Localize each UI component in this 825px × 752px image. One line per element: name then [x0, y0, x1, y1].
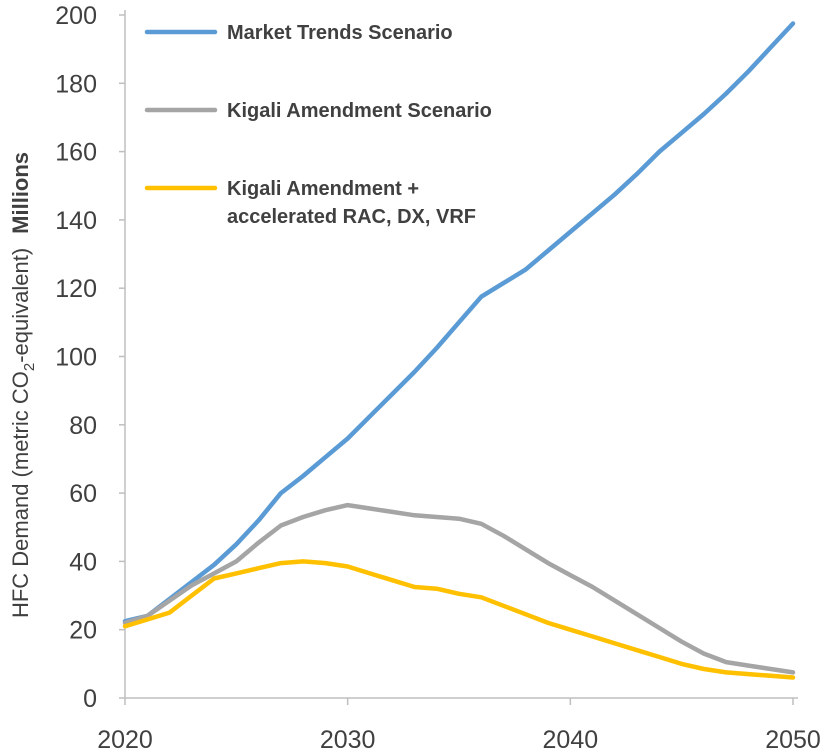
legend-label-line: Market Trends Scenario: [227, 22, 453, 44]
y-axis-label-subscript: 2: [21, 363, 38, 371]
x-tick-label: 2030: [320, 726, 376, 752]
series-line-2: [122, 502, 796, 675]
y-tick-label: 20: [69, 617, 97, 645]
y-axis-title-group: HFC Demand (metric CO2-equivalent) Millio…: [8, 152, 38, 618]
legend-label-2: Kigali Amendment Scenario: [227, 100, 492, 122]
y-tick-label: 140: [55, 207, 97, 235]
y-tick-label: 180: [55, 70, 97, 98]
y-tick-label: 200: [55, 2, 97, 30]
legend-label-line: accelerated RAC, DX, VRF: [227, 206, 476, 228]
y-tick-label: 40: [69, 548, 97, 576]
legend-label-line: Kigali Amendment +: [227, 178, 419, 200]
series-lines: [122, 21, 796, 680]
series-line-1: [122, 21, 796, 624]
y-tick-label: 120: [55, 275, 97, 303]
x-tick-label: 2050: [765, 726, 821, 752]
y-axis-label-tail: -equivalent): [8, 248, 33, 363]
legend-label-line: Kigali Amendment Scenario: [227, 100, 492, 122]
y-tick-label: 160: [55, 139, 97, 167]
y-tick-label: 0: [83, 685, 97, 713]
y-tick-label: 60: [69, 480, 97, 508]
x-tick-label: 2040: [543, 726, 599, 752]
legend-label-3: Kigali Amendment + accelerated RAC, DX, V…: [227, 178, 476, 228]
legend: Market Trends Scenario Kigali Amendment S…: [144, 22, 492, 228]
legend-label-1: Market Trends Scenario: [227, 22, 453, 44]
x-tick-label: 2020: [97, 726, 153, 752]
y-axis-title: HFC Demand (metric CO2-equivalent) Millio…: [8, 152, 38, 618]
y-tick-label: 100: [55, 344, 97, 372]
y-axis-label: HFC Demand (metric CO2-equivalent) Millio…: [8, 152, 38, 618]
y-tick-label: 80: [69, 412, 97, 440]
y-axis-units: Millions: [8, 152, 33, 234]
y-axis-label-main: HFC Demand (metric CO: [8, 371, 33, 618]
series-line-3: [122, 559, 796, 680]
